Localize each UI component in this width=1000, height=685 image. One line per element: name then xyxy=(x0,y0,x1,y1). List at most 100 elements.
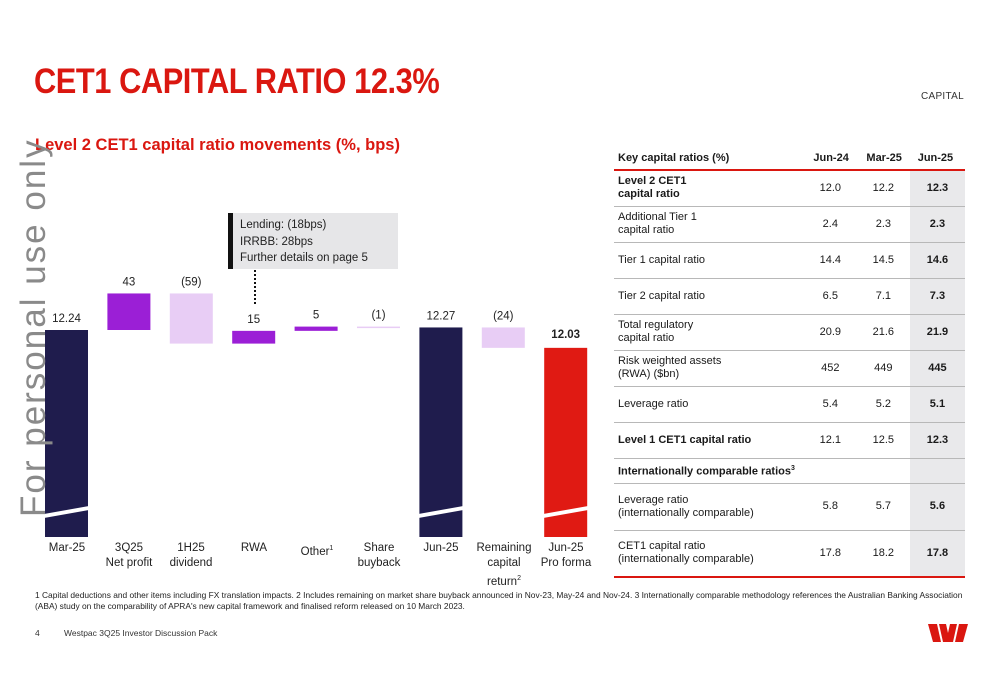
axis-break-mark xyxy=(543,506,589,518)
table-row: CET1 capital ratio (internationally compa… xyxy=(614,530,965,578)
row-label-line: capital ratio xyxy=(618,224,675,236)
footnote-marker: 3 xyxy=(791,465,795,473)
document-name: Westpac 3Q25 Investor Discussion Pack xyxy=(64,628,218,638)
category-label-line: capital xyxy=(487,557,521,569)
cell-mar25: 449 xyxy=(856,350,910,387)
bar-1h25-dividend xyxy=(169,293,213,344)
cell-mar25: 21.6 xyxy=(856,314,910,351)
cell-jun25: 2.3 xyxy=(909,206,965,243)
category-label-line: Mar-25 xyxy=(48,542,86,554)
watermark: For personal use only xyxy=(14,138,53,517)
cell-mar25: 7.1 xyxy=(856,278,910,315)
page-title: CET1 CAPITAL RATIO 12.3% xyxy=(34,62,440,101)
cell-jun25: 7.3 xyxy=(909,278,965,315)
category-label-line: buyback xyxy=(357,557,401,569)
row-label: Leverage ratio xyxy=(614,386,804,423)
cell-mar25: 5.7 xyxy=(856,483,910,531)
row-label-line: capital ratio xyxy=(618,332,675,344)
category-label-line: 3Q25 xyxy=(114,542,144,554)
cell-jun25: 12.3 xyxy=(909,422,965,459)
data-label: (24) xyxy=(493,310,514,322)
cell-mar25: 14.5 xyxy=(856,242,910,279)
table-header: Mar-25 xyxy=(856,147,910,171)
cell-mar25: 2.3 xyxy=(856,206,910,243)
table-row: Level 2 CET1 capital ratio 12.0 12.2 12.3 xyxy=(614,170,965,207)
cell-jun25: 5.1 xyxy=(909,386,965,423)
category-label: Mar-25 xyxy=(27,541,107,556)
callout-leader xyxy=(254,270,256,304)
row-label: Tier 1 capital ratio xyxy=(614,242,804,279)
bar-3q25-net-profit xyxy=(107,293,151,330)
row-label-line: Additional Tier 1 xyxy=(618,211,697,223)
row-label-line: Level 2 CET1 xyxy=(618,175,687,188)
row-label-line: CET1 capital ratio xyxy=(618,540,706,553)
table-header: Key capital ratios (%) xyxy=(614,147,804,171)
data-label: (1) xyxy=(371,310,385,322)
cell-mar25: 12.2 xyxy=(856,170,910,207)
data-label: 5 xyxy=(313,310,319,322)
row-label-line: Leverage ratio xyxy=(618,493,689,506)
row-label: Leverage ratio (internationally comparabl… xyxy=(614,483,804,531)
table-header: Jun-25 xyxy=(909,147,965,171)
bar-jun-25 xyxy=(419,327,463,537)
category-label: Jun-25 xyxy=(401,541,481,556)
data-label: 12.24 xyxy=(52,313,81,325)
key-capital-ratios-table: Key capital ratios (%) Jun-24 Mar-25 Jun… xyxy=(614,147,965,578)
category-label-text: Other xyxy=(300,545,330,558)
bar-share-buyback xyxy=(357,326,400,329)
rwa-callout: Lending: (18bps) IRRBB: 28bps Further de… xyxy=(228,213,398,269)
table-section-row: Internationally comparable ratios3 xyxy=(614,458,965,484)
category-label-line: 1H25 xyxy=(177,542,205,554)
chart-title: Level 2 CET1 capital ratio movements (%,… xyxy=(35,136,400,154)
callout-line-lending: Lending: (18bps) xyxy=(240,219,327,231)
page-number: 4 xyxy=(35,628,40,638)
section-label-text: Internationally comparable ratios xyxy=(618,465,791,478)
cell-jun24: 14.4 xyxy=(803,242,857,279)
table-row: Tier 1 capital ratio 14.4 14.5 14.6 xyxy=(614,242,965,279)
cell-jun25: 445 xyxy=(909,350,965,387)
category-label-line: Remaining xyxy=(476,542,532,554)
row-label: Level 1 CET1 capital ratio xyxy=(614,422,804,459)
cell-jun24: 5.4 xyxy=(803,386,857,423)
row-label: Level 2 CET1 capital ratio xyxy=(614,170,804,207)
category-label-line: return2 xyxy=(464,571,544,590)
cell-jun25: 14.6 xyxy=(909,242,965,279)
row-label: Total regulatory capital ratio xyxy=(614,314,804,351)
axis-break-mark xyxy=(44,506,89,518)
category-label-line: Share xyxy=(363,542,395,554)
footnote-marker: 2 xyxy=(517,575,521,582)
table-row: Risk weighted assets (RWA) ($bn) 452 449 … xyxy=(614,350,965,387)
category-label-line: Pro forma xyxy=(540,557,592,569)
row-label-line: (RWA) ($bn) xyxy=(618,368,680,380)
westpac-logo-icon xyxy=(928,624,968,642)
cell-mar25: 12.5 xyxy=(856,422,910,459)
section-label: Internationally comparable ratios3 xyxy=(614,458,910,484)
data-label: 15 xyxy=(247,314,260,326)
category-label-line: Jun-25 xyxy=(548,542,584,554)
footnote-marker: 1 xyxy=(329,545,334,552)
row-label-line: Risk weighted assets xyxy=(618,355,722,367)
category-label: 3Q25 Net profit xyxy=(89,541,169,571)
row-label: Additional Tier 1 capital ratio xyxy=(614,206,804,243)
category-label-line: dividend xyxy=(169,557,213,569)
bar-other xyxy=(294,326,338,331)
cell-jun24: 20.9 xyxy=(803,314,857,351)
cell-jun24: 12.0 xyxy=(803,170,857,207)
row-label-line: capital ratio xyxy=(618,188,680,201)
table-header-row: Key capital ratios (%) Jun-24 Mar-25 Jun… xyxy=(614,147,965,171)
row-label-line: Total regulatory xyxy=(618,319,694,331)
row-label: Risk weighted assets (RWA) ($bn) xyxy=(614,350,804,387)
cell-jun25: 17.8 xyxy=(909,530,965,578)
bar-rwa xyxy=(232,330,276,344)
cell-jun24: 6.5 xyxy=(803,278,857,315)
data-label: 43 xyxy=(123,276,136,288)
category-label: Jun-25 Pro forma xyxy=(526,541,606,571)
table-row: Tier 2 capital ratio 6.5 7.1 7.3 xyxy=(614,278,965,315)
row-label: Tier 2 capital ratio xyxy=(614,278,804,315)
cell-jun24: 2.4 xyxy=(803,206,857,243)
callout-line-irrbb: IRRBB: 28bps xyxy=(240,235,313,248)
category-label-line: RWA xyxy=(240,542,268,554)
category-label: Remaining capital return2 xyxy=(464,541,544,590)
cell-jun25: 5.6 xyxy=(909,483,965,531)
bar-mar-25 xyxy=(45,330,88,537)
